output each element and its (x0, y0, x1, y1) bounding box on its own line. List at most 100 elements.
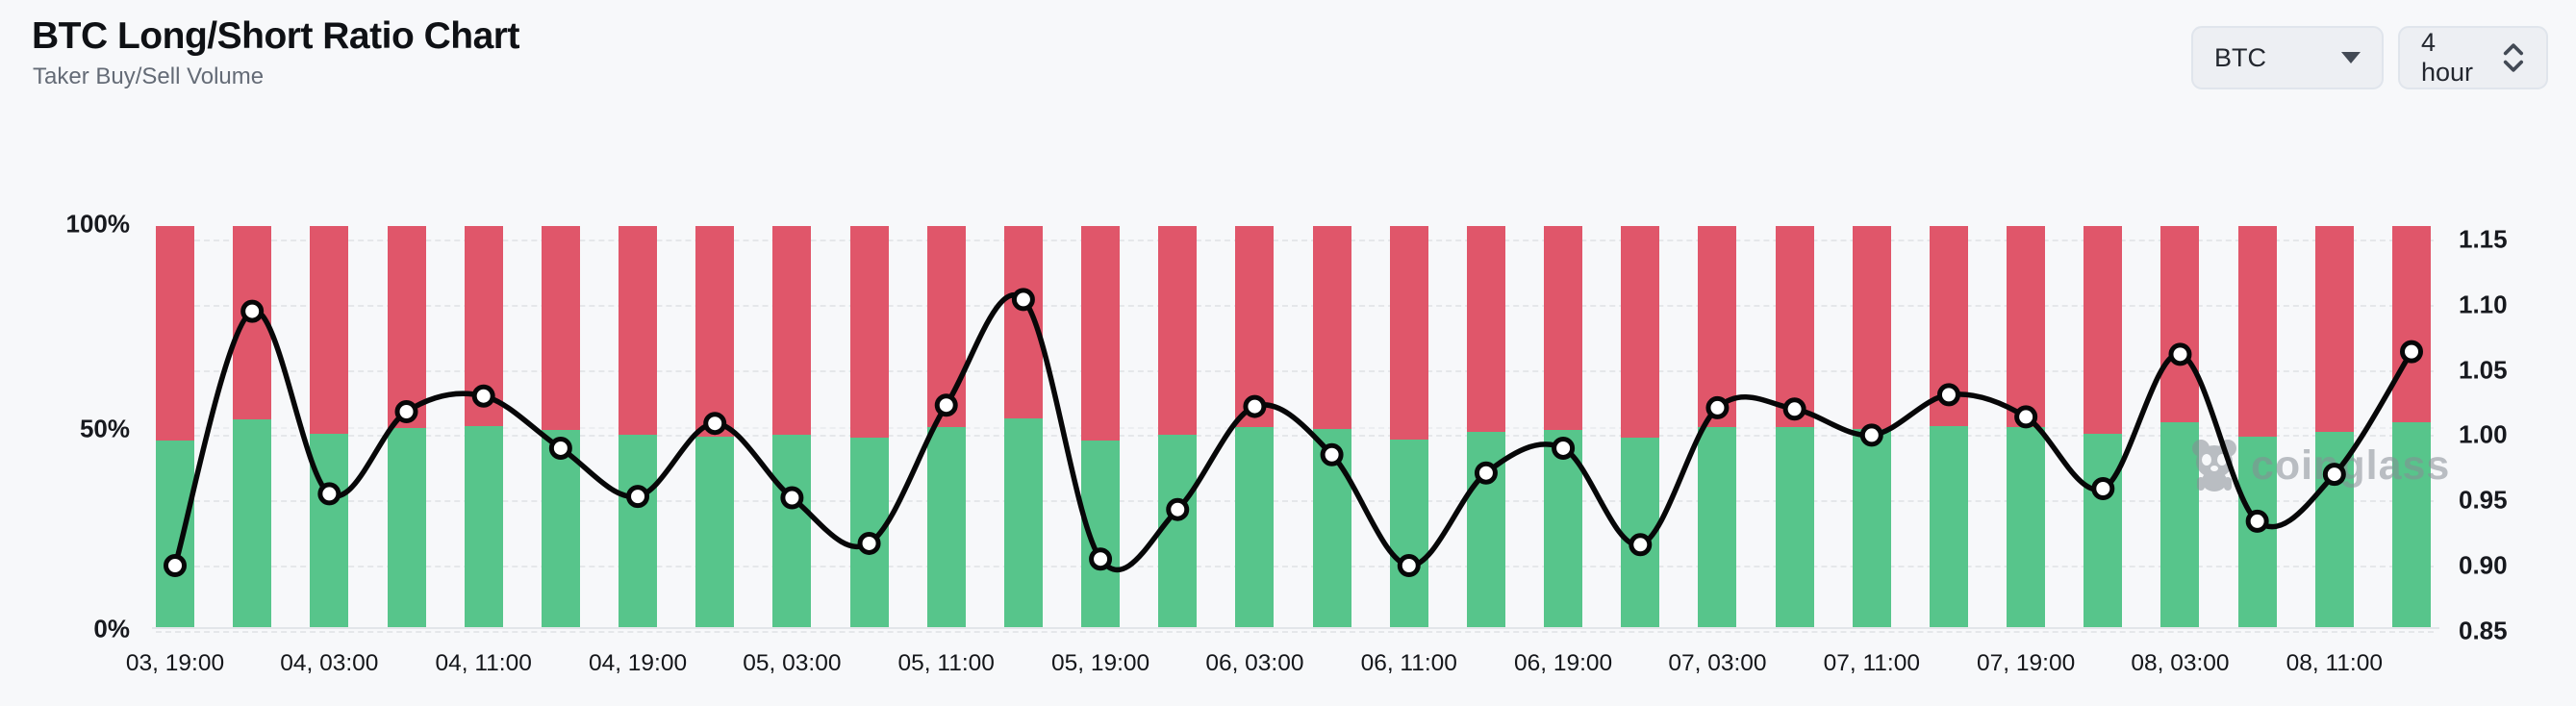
x-axis-label: 05, 11:00 (897, 650, 995, 676)
short-volume-segment (2084, 226, 2123, 434)
long-volume-segment (2084, 433, 2123, 627)
x-axis-label: 06, 11:00 (1360, 650, 1457, 676)
page-title: BTC Long/Short Ratio Chart (32, 15, 519, 57)
long-volume-segment (1698, 426, 1737, 627)
gridline (156, 240, 2434, 241)
short-volume-segment (1003, 226, 1043, 419)
stacked-bar (619, 226, 658, 627)
stacked-bar (1158, 226, 1198, 627)
short-volume-segment (1621, 226, 1660, 439)
stacked-bar (1929, 226, 1968, 627)
symbol-dropdown-value: BTC (2214, 42, 2266, 72)
short-volume-segment (1775, 226, 1814, 427)
stacked-bar (926, 226, 966, 627)
long-volume-segment (2314, 431, 2354, 627)
x-axis-label: 08, 11:00 (2286, 650, 2383, 676)
short-volume-segment (1698, 226, 1737, 427)
x-axis-label: 06, 03:00 (1205, 650, 1304, 676)
x-axis-line (152, 627, 2439, 629)
stacked-bar (1698, 226, 1737, 627)
short-volume-segment (1081, 226, 1121, 441)
short-volume-segment (233, 226, 272, 419)
page-subtitle: Taker Buy/Sell Volume (33, 63, 265, 89)
short-volume-segment (310, 226, 349, 434)
short-volume-segment (2237, 226, 2277, 437)
x-axis-label: 04, 03:00 (280, 650, 379, 676)
stacked-bar (772, 226, 812, 627)
x-axis-label: 06, 19:00 (1514, 650, 1613, 676)
stacked-bar (464, 226, 503, 627)
symbol-dropdown[interactable]: BTC (2191, 26, 2384, 89)
short-volume-segment (1158, 226, 1198, 436)
long-volume-segment (926, 426, 966, 627)
stacked-bar (2007, 226, 2046, 627)
long-volume-segment (464, 425, 503, 627)
long-volume-segment (1621, 438, 1660, 627)
stacked-bar (1003, 226, 1043, 627)
short-volume-segment (926, 226, 966, 427)
short-volume-segment (2392, 226, 2431, 422)
long-volume-segment (2237, 436, 2277, 627)
short-volume-segment (541, 226, 580, 430)
long-volume-segment (310, 434, 349, 627)
x-axis-label: 05, 03:00 (743, 650, 842, 676)
short-volume-segment (2314, 226, 2354, 432)
right-axis-tick: 1.05 (2459, 355, 2508, 385)
long-volume-segment (1929, 425, 1968, 627)
x-axis-label: 05, 19:00 (1050, 650, 1150, 676)
short-volume-segment (1312, 226, 1351, 429)
stacked-bar (695, 226, 735, 627)
stacked-bar (233, 226, 272, 627)
stacked-bar (156, 226, 194, 627)
long-volume-segment (387, 428, 426, 627)
long-volume-segment (772, 434, 812, 627)
stacked-bar (1466, 226, 1505, 627)
short-volume-segment (619, 226, 658, 435)
short-volume-segment (387, 226, 426, 429)
short-volume-segment (1235, 226, 1275, 427)
long-volume-segment (1081, 440, 1121, 627)
interval-dropdown-value: 4 hour (2421, 28, 2474, 87)
long-volume-segment (233, 418, 272, 627)
stacked-bar (2084, 226, 2123, 627)
stacked-bar (1235, 226, 1275, 627)
long-volume-segment (695, 436, 735, 627)
short-volume-segment (695, 226, 735, 437)
long-volume-segment (156, 440, 194, 627)
stacked-bar (1775, 226, 1814, 627)
short-volume-segment (2160, 226, 2200, 423)
right-axis-tick: 0.90 (2459, 550, 2508, 580)
short-volume-segment (1466, 226, 1505, 432)
long-volume-segment (2007, 426, 2046, 627)
stacked-bar (1621, 226, 1660, 627)
long-volume-segment (541, 429, 580, 627)
long-volume-segment (1235, 426, 1275, 627)
long-volume-segment (849, 438, 889, 627)
stacked-bar (1312, 226, 1351, 627)
right-axis-tick: 1.15 (2459, 224, 2508, 254)
stacked-bar (1389, 226, 1428, 627)
x-axis-label: 04, 19:00 (588, 650, 688, 676)
stacked-bar (1544, 226, 1583, 627)
long-volume-segment (2160, 422, 2200, 627)
left-axis-tick: 0% (93, 614, 130, 643)
long-volume-segment (2392, 421, 2431, 627)
chevron-up-down-icon (2504, 43, 2524, 72)
stacked-bar (849, 226, 889, 627)
long-volume-segment (1852, 428, 1891, 627)
stacked-bar (1852, 226, 1891, 627)
short-volume-segment (849, 226, 889, 439)
long-volume-segment (1544, 429, 1583, 627)
short-volume-segment (2007, 226, 2046, 427)
left-axis-tick: 100% (65, 209, 131, 239)
short-volume-segment (1852, 226, 1891, 429)
interval-dropdown[interactable]: 4 hour (2398, 26, 2548, 89)
right-axis-tick: 0.95 (2459, 485, 2508, 515)
right-axis-tick: 0.85 (2459, 616, 2508, 645)
long-volume-segment (1775, 426, 1814, 627)
long-volume-segment (619, 434, 658, 627)
x-axis-label: 07, 03:00 (1668, 650, 1767, 676)
long-volume-segment (1466, 431, 1505, 627)
short-volume-segment (1929, 226, 1968, 426)
stacked-bar (2392, 226, 2431, 627)
